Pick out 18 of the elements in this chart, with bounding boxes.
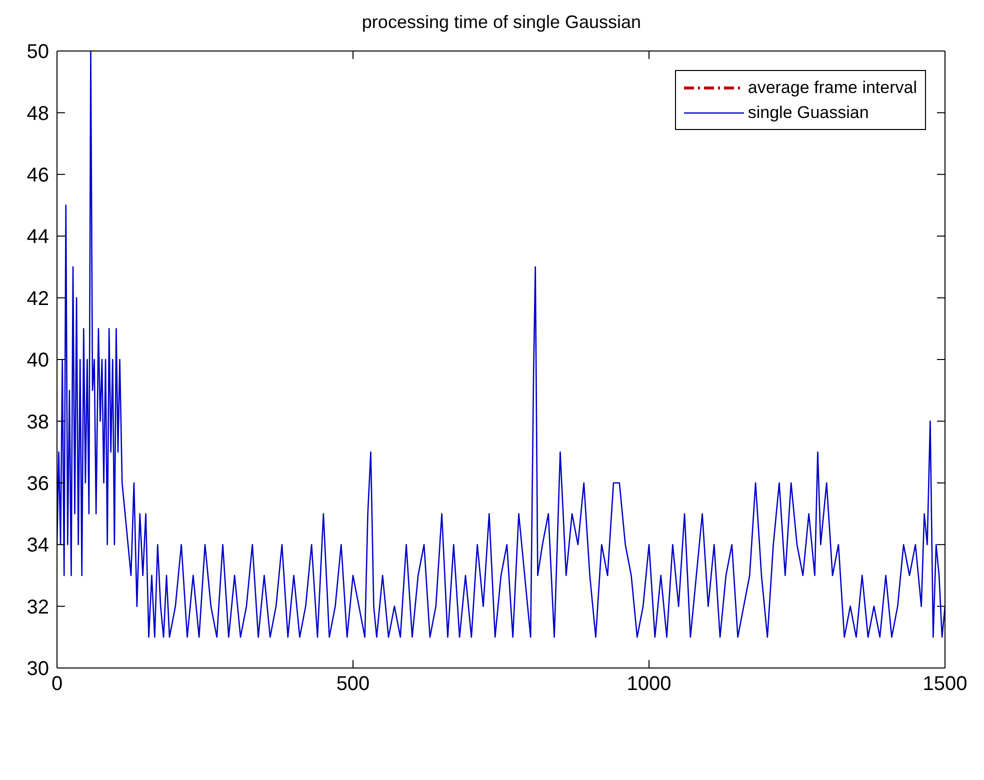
x-tick-label: 1000 [626,673,672,696]
x-tick-label: 500 [336,673,370,696]
legend-label: single Guassian [748,102,869,124]
y-tick-label: 32 [26,596,49,618]
y-tick-label: 48 [26,102,49,125]
y-tick-label: 40 [26,350,49,372]
y-tick-label: 50 [26,41,49,64]
chart-title: processing time of single Gaussian [360,12,642,33]
x-tick-label: 1500 [922,673,968,696]
y-tick-label: 34 [26,534,49,557]
y-tick-label: 46 [26,164,49,186]
y-tick-label: 42 [26,288,49,310]
y-tick-label: 30 [26,658,49,680]
x-tick-label: 0 [51,673,63,696]
legend-label: average frame interval [748,77,917,99]
y-tick-label: 44 [26,226,49,248]
y-tick-label: 36 [26,473,49,495]
y-tick-label: 38 [26,411,49,434]
